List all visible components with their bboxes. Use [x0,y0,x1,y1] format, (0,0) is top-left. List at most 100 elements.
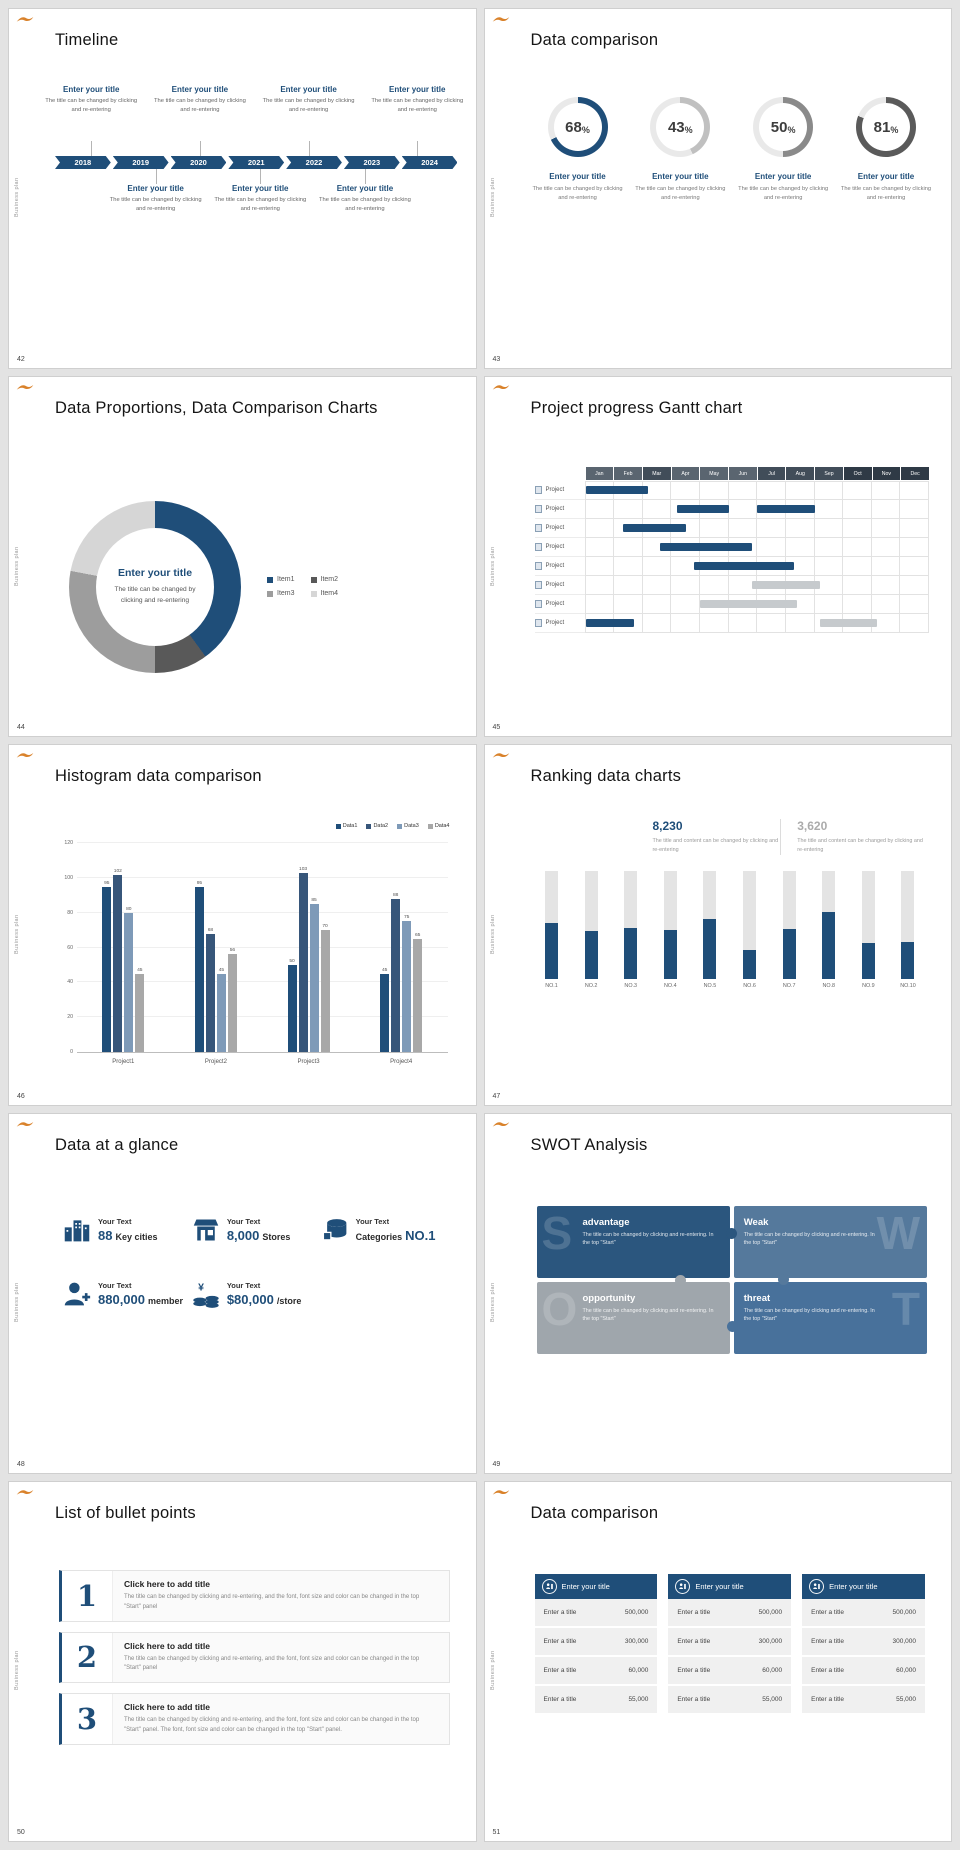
bar-wrap: 45 [135,843,145,1052]
gantt-cell [871,614,901,634]
gantt-cell [671,614,700,634]
slide-51-data-tables[interactable]: Business plan Data comparison Enter your… [484,1481,951,1841]
timeline-item-body: The title can be changed by clicking and… [214,197,307,212]
slide-content: Data1 Data2 Data3 Data4 0 20 40 60 80 100 120 95 102… [59,823,449,1068]
bar-value-label: 85 [311,898,317,904]
slide-45-gantt-chart[interactable]: Business plan Project progress Gantt cha… [484,377,951,737]
gantt-month-header: Oct [843,467,872,481]
gantt-cell [614,557,643,577]
stat-value: NO.1 [405,1227,436,1243]
gantt-cells [584,595,929,615]
slide-50-bullet-points[interactable]: Business plan List of bullet points 1 Cli… [9,1481,476,1841]
gantt-row-label-text: Project [545,601,565,608]
gantt-bar [700,600,798,609]
gantt-cell [900,500,929,520]
bar [298,872,308,1052]
puzzle-nub [726,1320,738,1332]
ranking-bar-column: NO.8 [816,870,842,989]
percent-sign: % [787,124,796,135]
x-axis-label: Project4 [390,1058,413,1065]
row-label: Enter a title [677,1637,711,1645]
stat-unit: Key cities [115,1231,158,1242]
gantt-cell [671,595,700,615]
bird-logo [16,753,34,759]
gantt-cell [585,500,615,520]
bar-fill [782,929,796,979]
ranking-stat-value: 3,620 [797,819,828,834]
gantt-cell [843,481,872,501]
timeline-year-chevron: 2021 [228,156,284,169]
gantt-cell [871,519,901,539]
gantt-cell [785,481,815,501]
gantt-row: Project [534,500,929,520]
y-axis-label: 0 [70,1048,73,1055]
ring-body: The title can be changed by clicking and… [532,186,623,202]
row-label: Enter a title [811,1608,845,1616]
person-icon [675,1578,691,1594]
gantt-cells [584,576,929,596]
slide-44-donut-chart[interactable]: Business plan Data Proportions, Data Com… [9,377,476,737]
legend-swatch [310,590,317,597]
slide-46-histogram[interactable]: Business plan Histogram data comparison … [9,745,476,1105]
slide-43-data-comparison[interactable]: Business plan Data comparison 68% Enter y… [484,9,951,369]
vertical-brand-label: Business plan [14,177,20,218]
gantt-month-header: Apr [671,467,700,481]
x-axis-label: NO.3 [624,982,638,989]
gantt-cell [642,595,672,615]
stat-label: Your Text [355,1216,390,1226]
bird-logo-icon [492,382,510,392]
bar [113,874,123,1052]
stat-item: Your Text 880,000 member [63,1280,192,1308]
slide-42-timeline[interactable]: Business plan Timeline Enter your title T… [9,9,476,369]
gantt-cell [900,481,929,501]
timeline-item-title: Enter your title [280,85,337,94]
table-header: Enter your title [534,1573,658,1599]
bars: 95 102 80 45 [83,843,165,1052]
x-axis-label: NO.10 [900,982,916,989]
timeline-connector [260,169,262,184]
swot-ghost-letter: O [541,1282,578,1335]
gantt-cell [757,614,786,634]
stat-unit: Categories [355,1231,403,1242]
gantt-cell [900,538,929,558]
legend-swatch [366,823,372,829]
slide-48-data-at-a-glance[interactable]: Business plan Data at a glance Your Text… [9,1113,476,1473]
gantt-cell [814,500,844,520]
bird-logo [492,753,509,759]
slide-title: List of bullet points [55,1503,196,1522]
bar-wrap: 102 [113,843,123,1052]
donut-center-title: Enter your title [117,566,193,579]
swot-ghost-letter: T [891,1282,920,1335]
bird-logo-icon [492,750,510,760]
row-value: 60,000 [628,1666,649,1674]
timeline-connector [91,141,93,156]
bar-track [861,870,875,979]
ranking-bar-column: NO.2 [578,870,604,989]
bar [227,954,237,1052]
gridline [77,842,448,844]
legend-item: Data4 [427,823,450,829]
timeline-year-chevron: 2024 [402,156,458,169]
swot-title: opportunity [582,1292,636,1304]
gridline [77,946,448,948]
gantt-cell [642,557,672,577]
stat-label: Your Text [98,1280,132,1290]
gantt-month-header: Dec [901,467,929,481]
row-value: 300,000 [758,1637,783,1645]
bar-fill [545,922,558,979]
bullet-number: 1 [76,1578,98,1613]
slide-47-ranking-chart[interactable]: Business plan Ranking data charts 8,230 T… [484,745,951,1105]
timeline-item: Enter your title The title can be changed… [368,85,466,115]
legend-label: Data1 [342,823,358,830]
gantt-cell [871,595,901,615]
x-axis-label: NO.5 [703,982,717,989]
gantt-cell [614,500,643,520]
row-label: Enter a title [811,1695,845,1703]
gantt-month-header: Feb [614,467,642,481]
row-value: 500,000 [892,1608,916,1616]
legend-label: Item4 [320,590,339,598]
ranking-bar-column: NO.9 [855,870,881,989]
